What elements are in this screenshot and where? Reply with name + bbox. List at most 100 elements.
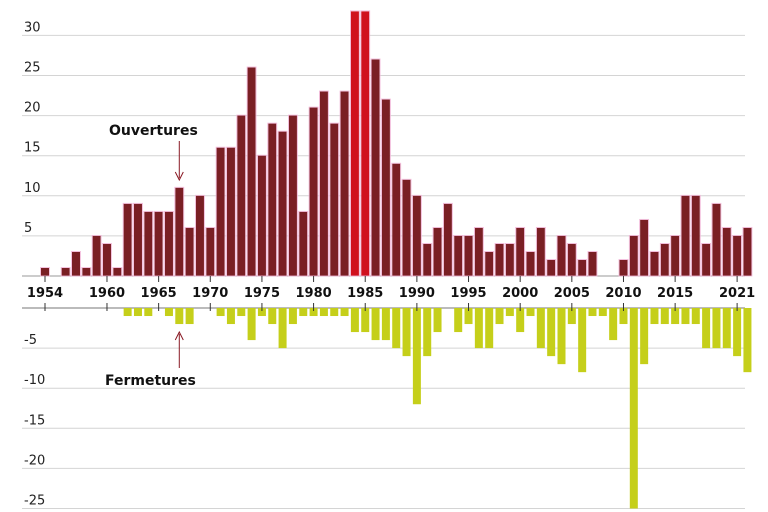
- bar-fermetures: [164, 308, 173, 317]
- bar-fermetures: [350, 308, 359, 333]
- bar-ouvertures-outline: [133, 202, 143, 277]
- bar-ouvertures: [237, 115, 246, 276]
- bar-ouvertures: [443, 203, 452, 276]
- bar-ouvertures: [82, 267, 91, 276]
- bar-ouvertures-outline: [339, 90, 350, 277]
- bar-fermetures: [175, 308, 184, 325]
- bar-ouvertures-outline: [71, 251, 81, 277]
- bar-fermetures: [526, 308, 535, 317]
- bar-ouvertures: [536, 227, 545, 276]
- bars: [40, 10, 753, 509]
- x-tick-label: 1965: [141, 286, 177, 301]
- bar-fermetures: [712, 308, 721, 349]
- bar-fermetures: [268, 308, 277, 325]
- bar-ouvertures: [71, 251, 80, 276]
- bar-fermetures: [609, 308, 618, 341]
- bar-ouvertures: [185, 227, 194, 276]
- bar-fermetures: [640, 308, 649, 365]
- bar-ouvertures: [381, 99, 390, 276]
- bar-ouvertures: [629, 235, 638, 276]
- bar-fermetures: [433, 308, 442, 333]
- bar-ouvertures: [216, 147, 225, 276]
- bar-ouvertures: [299, 211, 308, 276]
- bar-ouvertures: [268, 123, 277, 277]
- x-axis-tick-labels: 1954 1960 1965 1970 1975 1980 1985 1990 1995 2000…: [27, 276, 755, 311]
- bar-fermetures: [237, 308, 246, 317]
- bar-ouvertures: [247, 67, 256, 276]
- bar-ouvertures: [619, 259, 628, 276]
- x-tick-label: 1995: [450, 286, 486, 301]
- bar-ouvertures: [547, 259, 556, 276]
- bar-ouvertures: [681, 195, 690, 276]
- bar-fermetures: [691, 308, 700, 325]
- bar-ouvertures-outline: [267, 122, 278, 277]
- bar-ouvertures: [474, 227, 483, 276]
- bar-fermetures: [330, 308, 339, 317]
- bar-ouvertures: [288, 115, 297, 276]
- bar-ouvertures-outline: [215, 146, 226, 277]
- bar-ouvertures-outline: [484, 251, 495, 277]
- bar-fermetures: [144, 308, 153, 317]
- bar-ouvertures-outline: [690, 194, 701, 277]
- bar-ouvertures: [743, 227, 752, 276]
- bar-ouvertures: [464, 235, 473, 276]
- bar-ouvertures: [371, 59, 380, 277]
- bar-ouvertures-outline: [473, 226, 484, 277]
- bar-fermetures: [464, 308, 473, 325]
- bar-ouvertures: [226, 147, 235, 276]
- bar-ouvertures: [278, 131, 287, 276]
- bar-fermetures: [412, 308, 421, 405]
- bar-fermetures: [340, 308, 349, 317]
- bar-ouvertures-outline: [349, 10, 360, 277]
- bar-fermetures: [733, 308, 742, 357]
- bar-fermetures: [578, 308, 587, 373]
- bar-ouvertures-outline: [587, 251, 598, 277]
- y-tick-label: 10: [24, 181, 41, 196]
- y-tick-label: 20: [24, 101, 41, 116]
- bar-ouvertures: [61, 267, 70, 276]
- bar-ouvertures: [423, 243, 432, 276]
- bar-fermetures: [226, 308, 235, 325]
- bar-ouvertures: [712, 203, 721, 276]
- bar-ouvertures: [144, 211, 153, 276]
- bar-ouvertures-outline: [391, 162, 402, 277]
- bar-fermetures: [557, 308, 566, 365]
- bar-fermetures: [629, 308, 638, 509]
- bar-fermetures: [660, 308, 669, 325]
- bar-ouvertures-outline: [628, 234, 639, 277]
- bar-fermetures: [536, 308, 545, 349]
- bar-fermetures: [650, 308, 659, 325]
- bar-ouvertures-outline: [649, 251, 660, 277]
- bar-ouvertures: [195, 195, 204, 276]
- bar-ouvertures-outline: [143, 210, 154, 277]
- annotation-fermetures: Fermetures: [105, 373, 196, 389]
- bar-ouvertures: [164, 211, 173, 276]
- bar-ouvertures: [557, 235, 566, 276]
- x-tick-label: 2005: [554, 286, 590, 301]
- bar-ouvertures: [113, 267, 122, 276]
- x-tick-label: 2000: [502, 286, 538, 301]
- bar-ouvertures-outline: [711, 202, 722, 277]
- bar-ouvertures: [133, 203, 142, 276]
- bar-ouvertures: [433, 227, 442, 276]
- bar-ouvertures: [206, 227, 215, 276]
- bar-ouvertures-outline: [246, 66, 257, 277]
- bar-fermetures: [309, 308, 318, 317]
- bar-ouvertures: [660, 243, 669, 276]
- bar-ouvertures-outline: [288, 114, 298, 277]
- bar-fermetures: [185, 308, 194, 325]
- bar-ouvertures-outline: [174, 186, 185, 277]
- bar-ouvertures-outline: [401, 178, 412, 277]
- bar-ouvertures-outline: [370, 58, 381, 277]
- bar-ouvertures-outline: [535, 226, 546, 277]
- bar-ouvertures: [495, 243, 504, 276]
- x-tick-label: 1990: [399, 286, 435, 301]
- bar-fermetures: [454, 308, 463, 333]
- y-tick-label: 25: [24, 61, 41, 76]
- bar-ouvertures: [92, 235, 101, 276]
- bar-ouvertures: [350, 11, 359, 277]
- x-tick-label: 2015: [657, 286, 693, 301]
- bar-ouvertures: [702, 243, 711, 276]
- bar-ouvertures-outline: [680, 194, 691, 277]
- y-tick-label: -15: [24, 413, 45, 428]
